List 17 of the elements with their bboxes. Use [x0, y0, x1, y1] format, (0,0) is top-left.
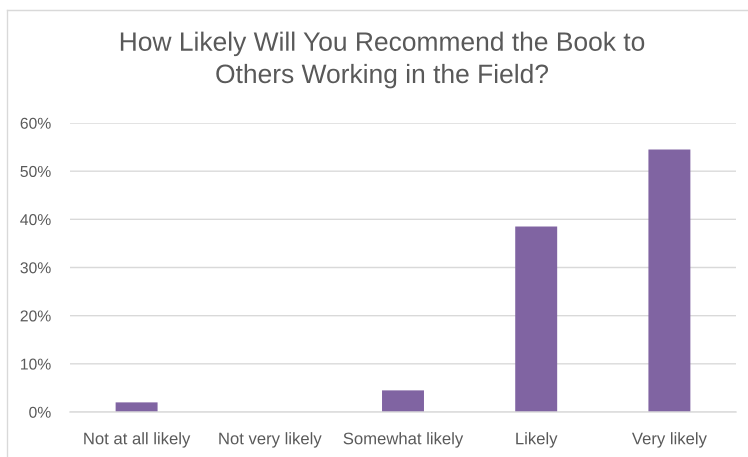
y-tick-label: 30%: [20, 262, 51, 274]
y-tick-label: 50%: [20, 166, 51, 178]
chart-title: How Likely Will You Recommend the Book to Others Working in the Field?: [120, 32, 644, 88]
x-tick-label: Somewhat likely: [344, 432, 464, 448]
x-tick-label: Likely: [516, 432, 558, 448]
y-tick-label: 40%: [20, 214, 51, 226]
bar: [382, 390, 424, 412]
bar: [116, 402, 158, 412]
y-tick-label: 20%: [20, 310, 51, 322]
bar: [648, 149, 690, 412]
y-tick-label: 60%: [20, 118, 51, 129]
x-tick-label: Not very likely: [219, 432, 322, 448]
x-tick-label: Not at all likely: [84, 432, 190, 448]
y-tick-label: 10%: [21, 358, 51, 370]
bar: [515, 226, 558, 412]
x-tick-label: Very likely: [632, 432, 707, 448]
y-tick-label: 0%: [29, 406, 51, 418]
